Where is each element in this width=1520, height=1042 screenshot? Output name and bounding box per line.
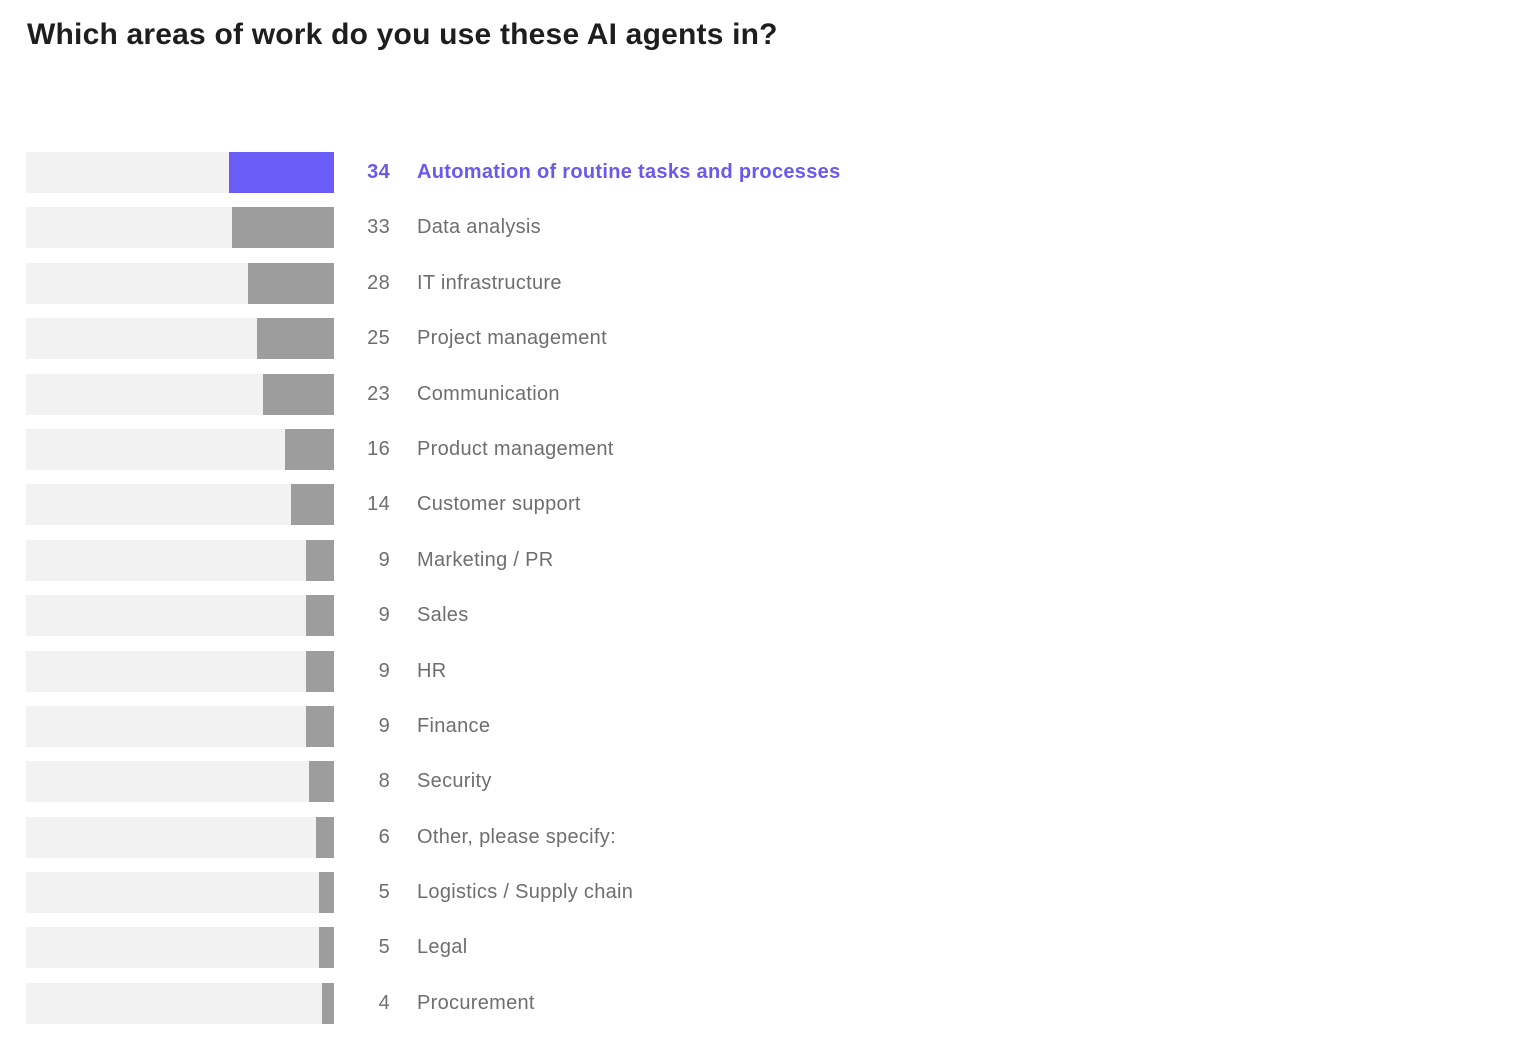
chart-row: 23 Communication xyxy=(26,373,841,415)
bar-fill xyxy=(284,428,334,470)
bar-value: 5 xyxy=(378,936,390,959)
bar-fill xyxy=(318,927,334,969)
bar-label: Marketing / PR xyxy=(417,548,554,571)
bar-label: Product management xyxy=(417,437,614,460)
chart-row: 16 Product management xyxy=(26,428,841,470)
bar-value: 8 xyxy=(378,770,390,793)
bar-track xyxy=(26,595,334,637)
bar-fill xyxy=(321,982,334,1024)
bar-label: Other, please specify: xyxy=(417,825,616,848)
chart-row: 5 Logistics / Supply chain xyxy=(26,872,841,914)
chart-rows: 34 Automation of routine tasks and proce… xyxy=(26,152,841,1024)
chart-row: 9 Sales xyxy=(26,595,841,637)
bar-value: 34 xyxy=(367,161,390,183)
chart-row: 4 Procurement xyxy=(26,982,841,1024)
bar-label: Customer support xyxy=(417,493,581,516)
bar-value: 4 xyxy=(378,991,390,1014)
bar-value: 9 xyxy=(378,548,390,571)
bar-fill xyxy=(232,207,334,249)
chart-row: 5 Legal xyxy=(26,927,841,969)
bar-track xyxy=(26,982,334,1024)
bar-fill xyxy=(229,152,334,193)
bar-track xyxy=(26,484,334,526)
bar-label: Legal xyxy=(417,936,468,959)
chart-row: 25 Project management xyxy=(26,318,841,360)
bar-label: HR xyxy=(417,659,447,682)
bar-fill xyxy=(247,262,334,304)
bar-track xyxy=(26,428,334,470)
chart-row: 33 Data analysis xyxy=(26,207,841,249)
bar-track xyxy=(26,318,334,360)
bar-fill xyxy=(318,872,334,914)
bar-value: 9 xyxy=(378,659,390,682)
bar-label: Data analysis xyxy=(417,216,541,239)
bar-track xyxy=(26,927,334,969)
bar-value: 25 xyxy=(367,327,390,350)
bar-label: Logistics / Supply chain xyxy=(417,881,634,904)
bar-track xyxy=(26,650,334,692)
bar-fill xyxy=(306,705,334,747)
bar-track xyxy=(26,207,334,249)
bar-track xyxy=(26,872,334,914)
bar-label: Finance xyxy=(417,714,491,737)
bar-value: 14 xyxy=(367,493,390,516)
bar-fill xyxy=(290,484,334,526)
bar-track xyxy=(26,816,334,858)
bar-fill xyxy=(306,595,334,637)
bar-fill xyxy=(306,539,334,581)
chart-row: 28 IT infrastructure xyxy=(26,262,841,304)
bar-fill xyxy=(315,816,334,858)
bar-label: Communication xyxy=(417,382,560,405)
chart-row: 6 Other, please specify: xyxy=(26,816,841,858)
bar-fill xyxy=(309,761,334,803)
bar-label: Automation of routine tasks and processe… xyxy=(417,161,841,183)
chart-row: 8 Security xyxy=(26,761,841,803)
bar-label: IT infrastructure xyxy=(417,271,562,294)
bar-value: 9 xyxy=(378,714,390,737)
bar-label: Security xyxy=(417,770,492,793)
bar-value: 16 xyxy=(367,437,390,460)
bar-label: Procurement xyxy=(417,991,535,1014)
bar-value: 5 xyxy=(378,881,390,904)
bar-value: 33 xyxy=(367,216,390,239)
bar-value: 28 xyxy=(367,271,390,294)
bar-fill xyxy=(306,650,334,692)
bar-value: 23 xyxy=(367,382,390,405)
chart-row: 14 Customer support xyxy=(26,484,841,526)
page-title: Which areas of work do you use these AI … xyxy=(27,18,778,51)
bar-value: 9 xyxy=(378,604,390,627)
chart-row: 34 Automation of routine tasks and proce… xyxy=(26,152,841,193)
bar-track xyxy=(26,262,334,304)
bar-track xyxy=(26,705,334,747)
chart-row: 9 HR xyxy=(26,650,841,692)
bar-fill xyxy=(263,373,334,415)
chart-row: 9 Marketing / PR xyxy=(26,539,841,581)
bar-track xyxy=(26,373,334,415)
bar-value: 6 xyxy=(378,825,390,848)
bar-track xyxy=(26,152,334,193)
bar-label: Project management xyxy=(417,327,607,350)
bar-track xyxy=(26,539,334,581)
chart-row: 9 Finance xyxy=(26,705,841,747)
bar-label: Sales xyxy=(417,604,469,627)
bar-track xyxy=(26,761,334,803)
bar-fill xyxy=(257,318,334,360)
